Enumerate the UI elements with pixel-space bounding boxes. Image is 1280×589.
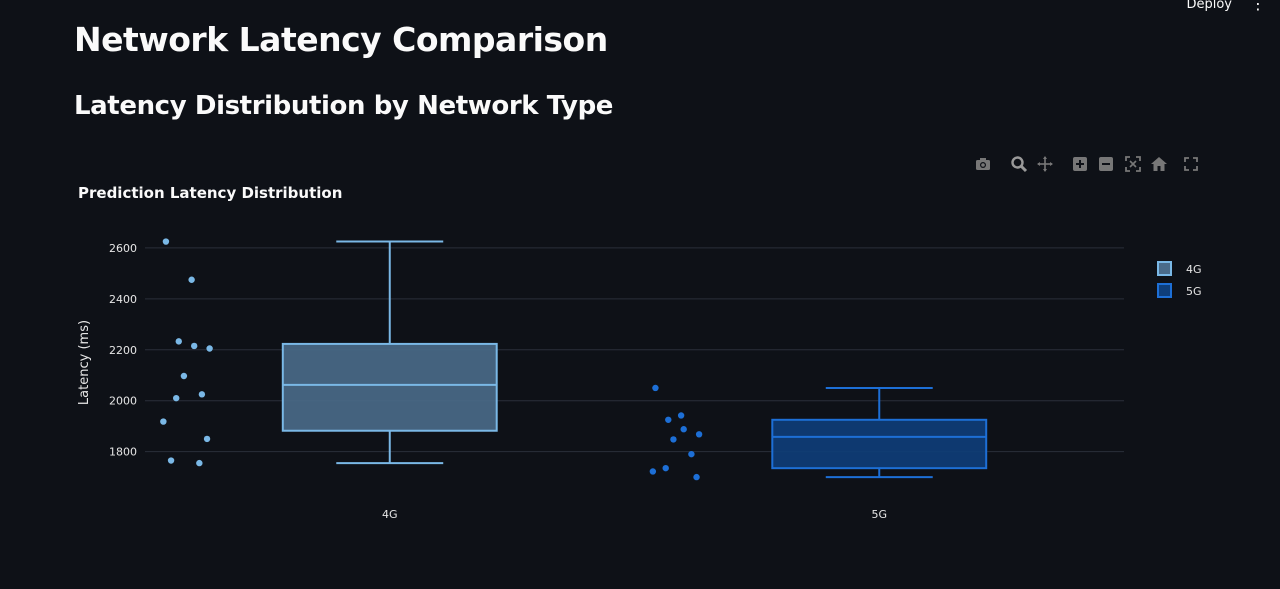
data-point xyxy=(203,435,211,443)
data-point xyxy=(670,436,677,443)
y-tick-labels: 1800 2000 2200 2400 2600 xyxy=(109,242,137,459)
data-point xyxy=(190,342,198,350)
page-title: Network Latency Comparison xyxy=(74,20,608,59)
x-tick-label: 5G xyxy=(871,508,887,521)
y-tick-label: 2400 xyxy=(109,293,137,306)
series-5G xyxy=(649,384,988,481)
series-group xyxy=(160,238,988,481)
data-point xyxy=(693,473,700,481)
zoom-in-icon[interactable] xyxy=(1069,153,1091,175)
data-point xyxy=(198,391,206,398)
box xyxy=(771,418,988,470)
y-tick-label: 2600 xyxy=(109,242,137,255)
data-point xyxy=(649,468,657,475)
data-point xyxy=(665,416,672,423)
data-point xyxy=(162,238,170,245)
data-point xyxy=(160,418,167,425)
x-tick-labels: 4G 5G xyxy=(382,508,887,521)
data-point xyxy=(173,394,180,402)
data-point xyxy=(680,426,687,433)
data-point xyxy=(688,450,695,458)
chart-modebar xyxy=(972,153,1202,175)
zoom-icon[interactable] xyxy=(1008,153,1030,175)
chart-title: Prediction Latency Distribution xyxy=(78,184,343,202)
kebab-menu-icon[interactable]: ⋮ xyxy=(1250,0,1266,13)
legend-label-4G: 4G xyxy=(1186,263,1202,276)
section-title: Latency Distribution by Network Type xyxy=(74,91,614,121)
data-point xyxy=(652,384,659,392)
legend-label-5G: 5G xyxy=(1186,285,1202,298)
y-tick-label: 2000 xyxy=(109,395,137,408)
app-header: Deploy ⋮ xyxy=(1186,0,1280,14)
fullscreen-icon[interactable] xyxy=(1180,153,1202,175)
y-axis-title: Latency (ms) xyxy=(77,320,92,405)
pan-icon[interactable] xyxy=(1034,153,1056,175)
reset-axes-icon[interactable] xyxy=(1148,153,1170,175)
legend-swatch-5G xyxy=(1157,283,1172,298)
series-4G xyxy=(160,238,498,467)
legend-swatch-4G xyxy=(1157,261,1172,276)
y-tick-label: 1800 xyxy=(109,446,137,459)
data-point xyxy=(175,338,182,345)
data-point xyxy=(196,459,203,467)
legend: 4G 5G xyxy=(1157,261,1202,298)
data-point xyxy=(206,345,213,352)
box xyxy=(281,342,498,432)
deploy-button[interactable]: Deploy xyxy=(1186,0,1232,12)
data-point xyxy=(695,431,703,438)
zoom-out-icon[interactable] xyxy=(1095,153,1117,175)
camera-icon[interactable] xyxy=(972,153,994,175)
data-point xyxy=(188,276,195,283)
autoscale-icon[interactable] xyxy=(1122,153,1144,175)
data-point xyxy=(180,372,188,380)
y-tick-label: 2200 xyxy=(109,344,137,357)
data-point xyxy=(167,457,175,464)
data-point xyxy=(662,464,669,472)
data-point xyxy=(677,412,685,419)
x-tick-label: 4G xyxy=(382,508,398,521)
